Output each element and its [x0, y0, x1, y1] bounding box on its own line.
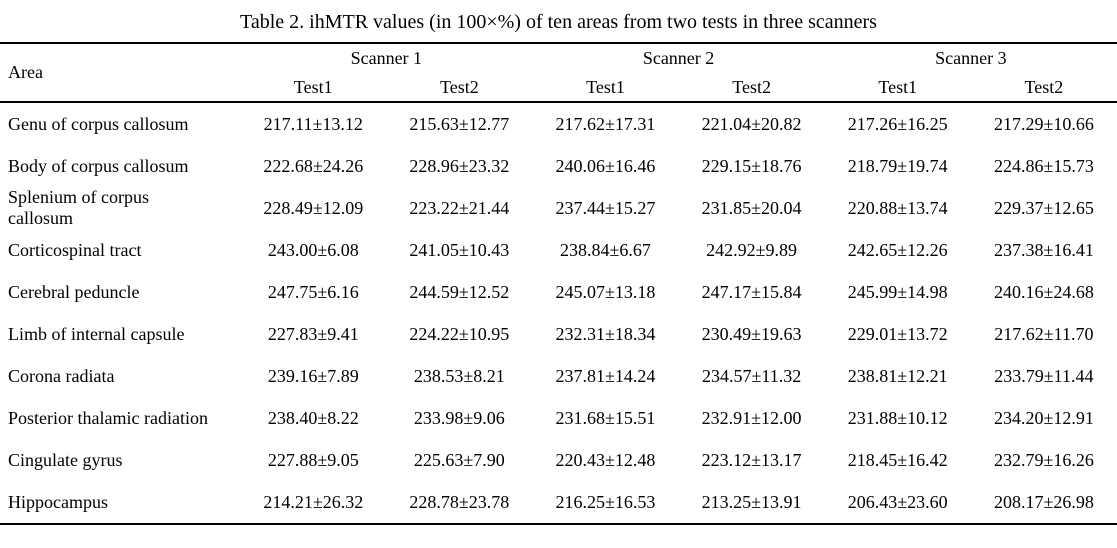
value-cell: 242.65±12.26 [847, 239, 948, 260]
value-cell: 242.92±9.89 [706, 239, 798, 260]
scanner-3-header: Scanner 3 [935, 48, 1007, 68]
test-header-row: Test1 Test2 Test1 Test2 Test1 Test2 [0, 73, 1117, 103]
value-cell: 240.16±24.68 [993, 281, 1094, 302]
value-cell: 247.17±15.84 [701, 281, 802, 302]
area-cell: Splenium of corpus callosum [8, 187, 149, 228]
value-cell: 228.96±23.32 [409, 155, 510, 176]
table-row: Cingulate gyrus 227.88±9.05 225.63±7.90 220… [0, 439, 1117, 481]
value-cell: 231.85±20.04 [701, 197, 802, 218]
area-cell: Cingulate gyrus [8, 449, 123, 470]
value-cell: 234.20±12.91 [993, 407, 1094, 428]
value-cell: 214.21±26.32 [263, 491, 364, 512]
scanner-2-test-2-header: Test2 [678, 73, 825, 103]
value-cell: 223.12±13.17 [701, 449, 802, 470]
value-cell: 215.63±12.77 [409, 113, 510, 134]
scanner-header-row: Area Scanner 1 Scanner 2 Scanner 3 [0, 43, 1117, 103]
value-cell: 221.04±20.82 [701, 113, 802, 134]
table-body: Genu of corpus callosum 217.11±13.12 215.6… [0, 102, 1117, 524]
table-row: Corticospinal tract 243.00±6.08 241.05±10.… [0, 229, 1117, 271]
area-column-header: Area [0, 43, 241, 103]
value-cell: 228.49±12.09 [263, 197, 364, 218]
scanner-1-test-1-header: Test1 [240, 73, 387, 103]
table-row: Genu of corpus callosum 217.11±13.12 215.6… [0, 102, 1117, 145]
value-cell: 224.22±10.95 [409, 323, 510, 344]
table-row: Cerebral peduncle 247.75±6.16 244.59±12.52… [0, 271, 1117, 313]
area-cell: Genu of corpus callosum [8, 113, 189, 134]
value-cell: 206.43±23.60 [847, 491, 948, 512]
value-cell: 241.05±10.43 [409, 239, 510, 260]
data-table: Area Scanner 1 Scanner 2 Scanner 3 Test1… [0, 42, 1117, 525]
scanner-2-header: Scanner 2 [642, 48, 715, 68]
value-cell: 218.45±16.42 [847, 449, 948, 470]
value-cell: 234.57±11.32 [702, 365, 802, 386]
table-caption: Table 2. ihMTR values (in 100×%) of ten … [240, 11, 877, 33]
value-cell: 220.88±13.74 [847, 197, 948, 218]
value-cell: 222.68±24.26 [263, 155, 364, 176]
value-cell: 229.01±13.72 [847, 323, 948, 344]
value-cell: 240.06±16.46 [555, 155, 656, 176]
area-cell: Body of corpus callosum [8, 155, 189, 176]
value-cell: 217.62±11.70 [994, 323, 1094, 344]
area-cell: Cerebral peduncle [8, 281, 140, 302]
value-cell: 233.98±9.06 [413, 407, 505, 428]
value-cell: 228.78±23.78 [409, 491, 510, 512]
value-cell: 216.25±16.53 [555, 491, 656, 512]
value-cell: 208.17±26.98 [993, 491, 1094, 512]
scanner-2-test-1-header: Test1 [532, 73, 679, 103]
value-cell: 231.88±10.12 [847, 407, 948, 428]
value-cell: 225.63±7.90 [413, 449, 505, 470]
value-cell: 217.29±10.66 [993, 113, 1094, 134]
area-cell: Posterior thalamic radiation [8, 407, 208, 428]
value-cell: 227.88±9.05 [267, 449, 359, 470]
value-cell: 213.25±13.91 [701, 491, 802, 512]
value-cell: 238.53±8.21 [413, 365, 505, 386]
value-cell: 238.40±8.22 [267, 407, 359, 428]
value-cell: 238.81±12.21 [847, 365, 948, 386]
value-cell: 224.86±15.73 [993, 155, 1094, 176]
table-header: Area Scanner 1 Scanner 2 Scanner 3 Test1… [0, 43, 1117, 103]
value-cell: 232.31±18.34 [555, 323, 656, 344]
value-cell: 223.22±21.44 [409, 197, 510, 218]
value-cell: 237.44±15.27 [555, 197, 656, 218]
value-cell: 239.16±7.89 [267, 365, 359, 386]
value-cell: 245.99±14.98 [847, 281, 948, 302]
value-cell: 245.07±13.18 [555, 281, 656, 302]
value-cell: 217.62±17.31 [555, 113, 656, 134]
value-cell: 232.91±12.00 [701, 407, 802, 428]
table-row: Posterior thalamic radiation 238.40±8.22 2… [0, 397, 1117, 439]
value-cell: 247.75±6.16 [267, 281, 359, 302]
table-row: Limb of internal capsule 227.83±9.41 224.2… [0, 313, 1117, 355]
value-cell: 220.43±12.48 [555, 449, 656, 470]
value-cell: 217.11±13.12 [263, 113, 363, 134]
area-cell: Hippocampus [8, 491, 108, 512]
value-cell: 233.79±11.44 [994, 365, 1094, 386]
value-cell: 227.83±9.41 [267, 323, 359, 344]
table-row: Body of corpus callosum 222.68±24.26 228.9… [0, 145, 1117, 187]
scanner-3-test-1-header: Test1 [824, 73, 971, 103]
value-cell: 218.79±19.74 [847, 155, 948, 176]
value-cell: 231.68±15.51 [555, 407, 656, 428]
table-row: Hippocampus 214.21±26.32 228.78±23.78 216.2… [0, 481, 1117, 524]
value-cell: 217.26±16.25 [847, 113, 948, 134]
area-cell: Limb of internal capsule [8, 323, 185, 344]
scanner-3-test-2-header: Test2 [970, 73, 1117, 103]
value-cell: 237.38±16.41 [993, 239, 1094, 260]
value-cell: 229.15±18.76 [701, 155, 802, 176]
value-cell: 230.49±19.63 [701, 323, 802, 344]
value-cell: 238.84±6.67 [560, 239, 651, 260]
area-cell: Corona radiata [8, 365, 115, 386]
scanner-1-header: Scanner 1 [350, 48, 423, 68]
value-cell: 229.37±12.65 [993, 197, 1094, 218]
value-cell: 243.00±6.08 [267, 239, 359, 260]
value-cell: 237.81±14.24 [555, 365, 656, 386]
table-row: Splenium of corpus callosum 228.49±12.09 2… [0, 187, 1117, 229]
value-cell: 244.59±12.52 [409, 281, 510, 302]
scanner-1-test-2-header: Test2 [386, 73, 533, 103]
table-row: Corona radiata 239.16±7.89 238.53±8.21 237.… [0, 355, 1117, 397]
value-cell: 232.79±16.26 [993, 449, 1094, 470]
area-cell: Corticospinal tract [8, 239, 142, 260]
